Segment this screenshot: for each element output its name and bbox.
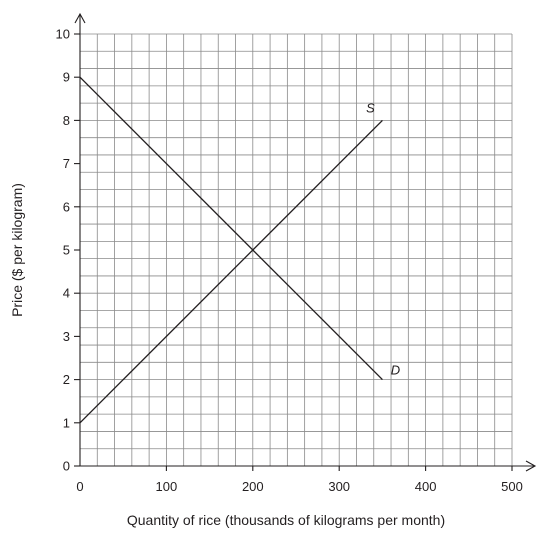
y-tick-label: 4	[63, 286, 70, 301]
series-label-s: S	[366, 100, 375, 115]
x-tick-labels: 0 100 200 300 400 500	[76, 466, 523, 494]
y-tick-label: 10	[56, 27, 70, 42]
x-tick-label: 500	[501, 479, 523, 494]
y-axis-label: Price ($ per kilogram)	[9, 183, 25, 317]
y-tick-label: 9	[63, 70, 70, 85]
y-tick-label: 1	[63, 415, 70, 430]
x-tick-label: 400	[415, 479, 437, 494]
y-tick-label: 0	[63, 459, 70, 474]
x-axis-arrow	[525, 460, 537, 472]
series-line-d	[79, 76, 383, 381]
grid	[80, 33, 513, 466]
y-tick-label: 7	[63, 156, 70, 171]
x-tick-label: 100	[156, 479, 178, 494]
x-tick-label: 200	[242, 479, 264, 494]
series-label-d: D	[391, 363, 400, 378]
series-line-s	[79, 119, 383, 424]
y-tick-label: 2	[63, 372, 70, 387]
x-axis-label: Quantity of rice (thousands of kilograms…	[127, 512, 445, 528]
y-tick-label: 6	[63, 199, 70, 214]
y-tick-label: 5	[63, 243, 70, 258]
axes	[74, 12, 537, 472]
series-group: SD	[79, 76, 400, 424]
y-axis-arrow	[74, 12, 86, 24]
y-tick-label: 3	[63, 329, 70, 344]
y-tick-label: 8	[63, 113, 70, 128]
x-tick-label: 0	[76, 479, 83, 494]
y-tick-labels: 0 1 2 3 4 5 6 7 8 9 10	[56, 27, 80, 474]
x-tick-label: 300	[328, 479, 350, 494]
